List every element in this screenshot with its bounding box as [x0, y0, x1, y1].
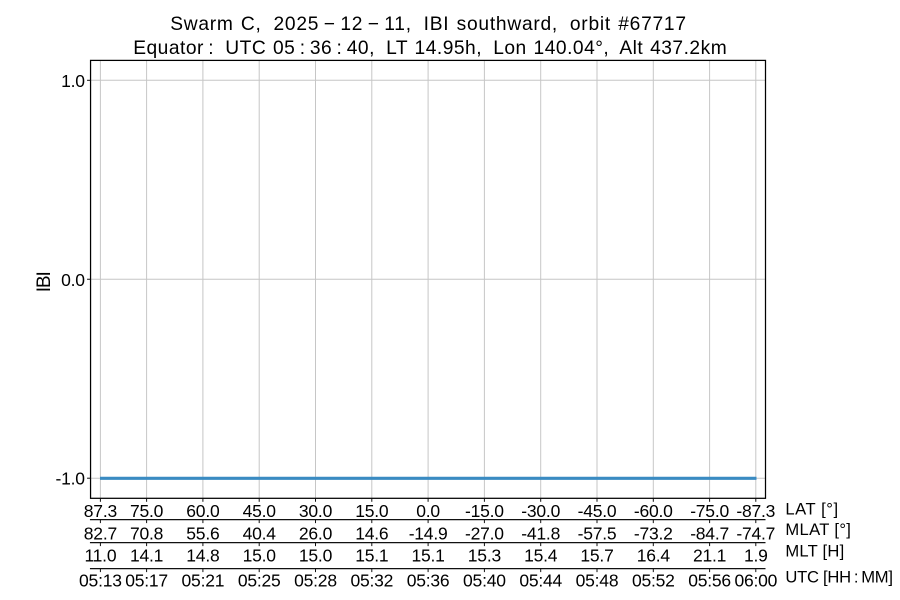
svg-text:05:48: 05:48 — [576, 571, 619, 591]
svg-text:MLAT [°]: MLAT [°] — [785, 520, 851, 539]
svg-text:14.6: 14.6 — [355, 523, 388, 543]
svg-text:IBI: IBI — [34, 272, 55, 292]
svg-text:15.0: 15.0 — [243, 546, 277, 566]
svg-text:26.0: 26.0 — [299, 523, 333, 543]
svg-text:MLT [H]: MLT [H] — [785, 541, 844, 560]
svg-text:15.4: 15.4 — [524, 546, 558, 566]
svg-text:70.8: 70.8 — [130, 523, 163, 543]
svg-text:-84.7: -84.7 — [690, 523, 729, 543]
svg-text:05:40: 05:40 — [463, 571, 506, 591]
svg-text:0.0: 0.0 — [416, 501, 440, 521]
svg-text:LAT [°]: LAT [°] — [785, 499, 838, 518]
svg-text:14.1: 14.1 — [130, 546, 163, 566]
svg-text:-87.3: -87.3 — [736, 501, 775, 521]
svg-text:05:25: 05:25 — [238, 571, 281, 591]
svg-text:11.0: 11.0 — [84, 546, 116, 566]
svg-text:Equator : UTC 05 : 36 : 40,: Equator : UTC 05 : 36 : 40, LT 14.95h, L… — [133, 38, 727, 59]
svg-text:15.1: 15.1 — [412, 546, 445, 566]
svg-text:-57.5: -57.5 — [578, 523, 617, 543]
svg-text:30.0: 30.0 — [299, 501, 333, 521]
svg-text:05:56: 05:56 — [688, 571, 731, 591]
svg-text:05:36: 05:36 — [407, 571, 450, 591]
svg-text:15.1: 15.1 — [355, 546, 388, 566]
svg-text:-1.0: -1.0 — [56, 469, 86, 489]
svg-text:1.0: 1.0 — [61, 71, 85, 91]
svg-text:82.7: 82.7 — [84, 523, 117, 543]
svg-text:05:17: 05:17 — [125, 571, 168, 591]
svg-text:-41.8: -41.8 — [521, 523, 560, 543]
svg-text:15.7: 15.7 — [580, 546, 613, 566]
svg-text:16.4: 16.4 — [637, 546, 671, 566]
svg-text:-30.0: -30.0 — [521, 501, 560, 521]
svg-text:05:13: 05:13 — [79, 571, 122, 591]
svg-text:45.0: 45.0 — [243, 501, 277, 521]
svg-text:06:00: 06:00 — [734, 571, 777, 591]
svg-text:15.0: 15.0 — [299, 546, 333, 566]
svg-text:-75.0: -75.0 — [690, 501, 729, 521]
svg-text:UTC [HH : MM]: UTC [HH : MM] — [785, 568, 892, 587]
svg-text:14.8: 14.8 — [186, 546, 219, 566]
svg-text:-45.0: -45.0 — [578, 501, 617, 521]
svg-text:1.9: 1.9 — [744, 546, 768, 566]
svg-text:05:21: 05:21 — [182, 571, 225, 591]
svg-text:-60.0: -60.0 — [634, 501, 673, 521]
svg-text:75.0: 75.0 — [130, 501, 164, 521]
svg-text:15.3: 15.3 — [468, 546, 501, 566]
svg-text:0.0: 0.0 — [61, 270, 85, 290]
svg-text:05:32: 05:32 — [350, 571, 393, 591]
svg-text:60.0: 60.0 — [186, 501, 220, 521]
svg-text:-73.2: -73.2 — [634, 523, 673, 543]
svg-text:40.4: 40.4 — [243, 523, 277, 543]
svg-text:05:28: 05:28 — [294, 571, 337, 591]
svg-text:-27.0: -27.0 — [465, 523, 504, 543]
svg-text:15.0: 15.0 — [355, 501, 389, 521]
svg-text:21.1: 21.1 — [693, 546, 726, 566]
svg-text:05:52: 05:52 — [632, 571, 675, 591]
svg-text:Swarm C, 2025 − 12 − 11, IBI: Swarm C, 2025 − 12 − 11, IBI southward, … — [170, 14, 687, 35]
svg-text:55.6: 55.6 — [186, 523, 219, 543]
svg-text:-74.7: -74.7 — [736, 523, 775, 543]
svg-text:-14.9: -14.9 — [409, 523, 448, 543]
svg-text:-15.0: -15.0 — [465, 501, 504, 521]
svg-text:05:44: 05:44 — [519, 571, 562, 591]
svg-text:87.3: 87.3 — [84, 501, 117, 521]
